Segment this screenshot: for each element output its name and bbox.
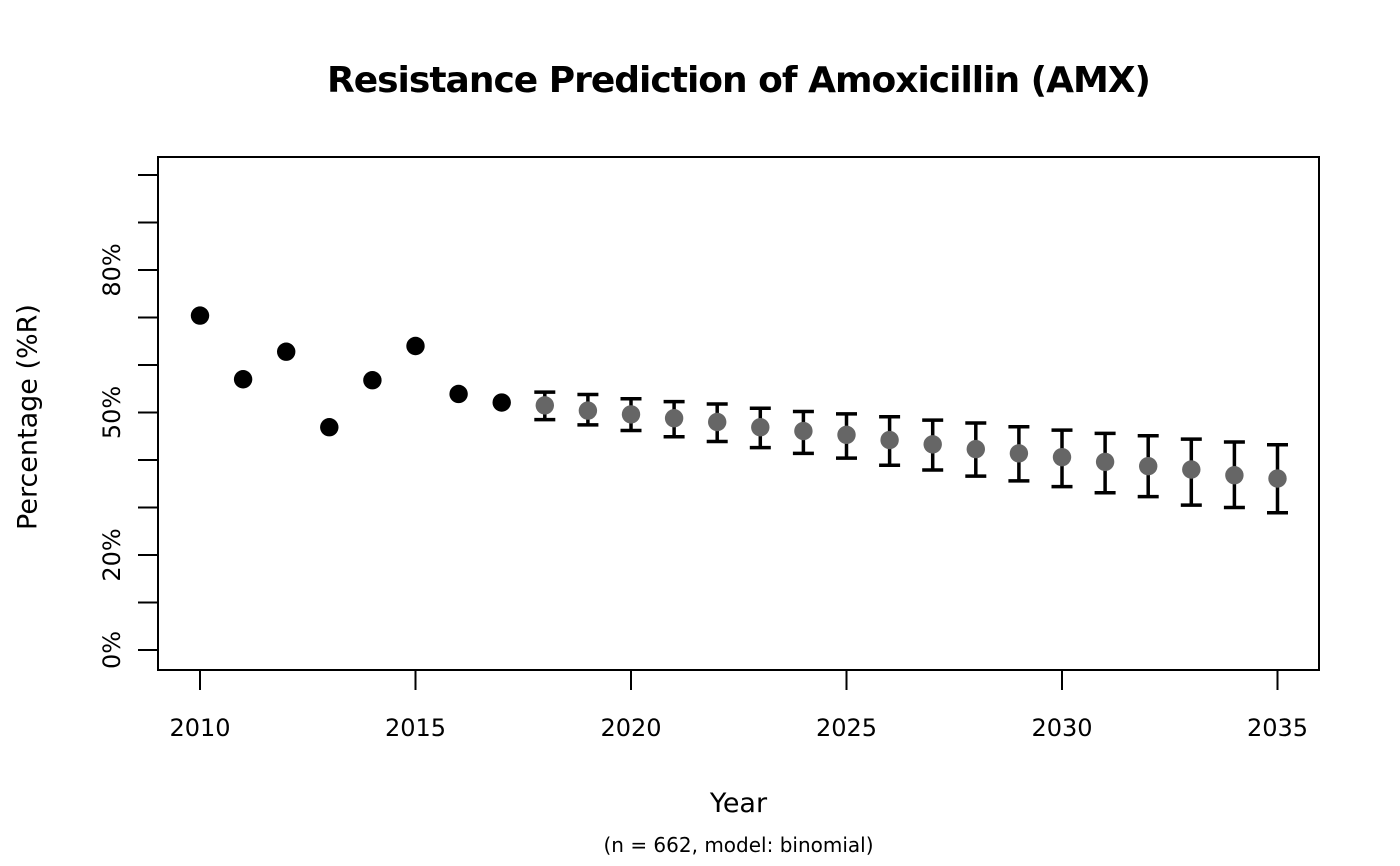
- predicted-point-2033: [1182, 460, 1201, 479]
- predicted-point-2034: [1225, 466, 1244, 485]
- predicted-point-2025: [837, 425, 856, 445]
- predicted-point-2018: [535, 396, 554, 415]
- predicted-point-2019: [578, 401, 598, 420]
- x-tick-label: 2030: [1031, 714, 1092, 742]
- x-axis-label: Year: [709, 788, 768, 819]
- predicted-point-2028: [966, 439, 985, 459]
- predicted-point-2022: [708, 412, 727, 432]
- x-tick-label: 2025: [816, 714, 877, 742]
- observed-point-2014: [363, 371, 382, 390]
- chart-title: Resistance Prediction of Amoxicillin (AM…: [326, 60, 1151, 101]
- predicted-point-2023: [751, 418, 770, 437]
- plot-box: [157, 156, 1320, 671]
- predicted-point-2020: [621, 405, 641, 424]
- y-tick-label: 0%: [98, 631, 126, 669]
- observed-point-2017: [492, 393, 511, 412]
- x-tick-label: 2035: [1247, 714, 1308, 742]
- predicted-point-2026: [880, 430, 899, 450]
- predicted-point-2035: [1268, 469, 1287, 488]
- x-tick-label: 2015: [385, 714, 446, 742]
- observed-point-2015: [406, 336, 425, 356]
- predicted-point-2024: [794, 421, 813, 441]
- x-tick-label: 2010: [169, 714, 230, 742]
- predicted-point-2032: [1139, 456, 1158, 476]
- observed-point-2016: [449, 384, 468, 404]
- observed-point-2012: [277, 342, 296, 361]
- observed-point-2010: [190, 306, 210, 325]
- predicted-point-2029: [1009, 444, 1029, 463]
- predicted-point-2030: [1052, 447, 1072, 467]
- observed-point-2013: [320, 418, 339, 437]
- predicted-point-2021: [664, 409, 684, 428]
- x-axis-subtitle: (n = 662, model: binomial): [603, 833, 874, 857]
- y-tick-label: 20%: [98, 528, 126, 581]
- observed-point-2011: [233, 370, 253, 389]
- predicted-point-2031: [1095, 452, 1115, 472]
- predicted-point-2027: [923, 435, 942, 454]
- y-tick-label: 50%: [98, 386, 126, 439]
- x-tick-label: 2020: [600, 714, 661, 742]
- y-tick-label: 80%: [98, 243, 126, 296]
